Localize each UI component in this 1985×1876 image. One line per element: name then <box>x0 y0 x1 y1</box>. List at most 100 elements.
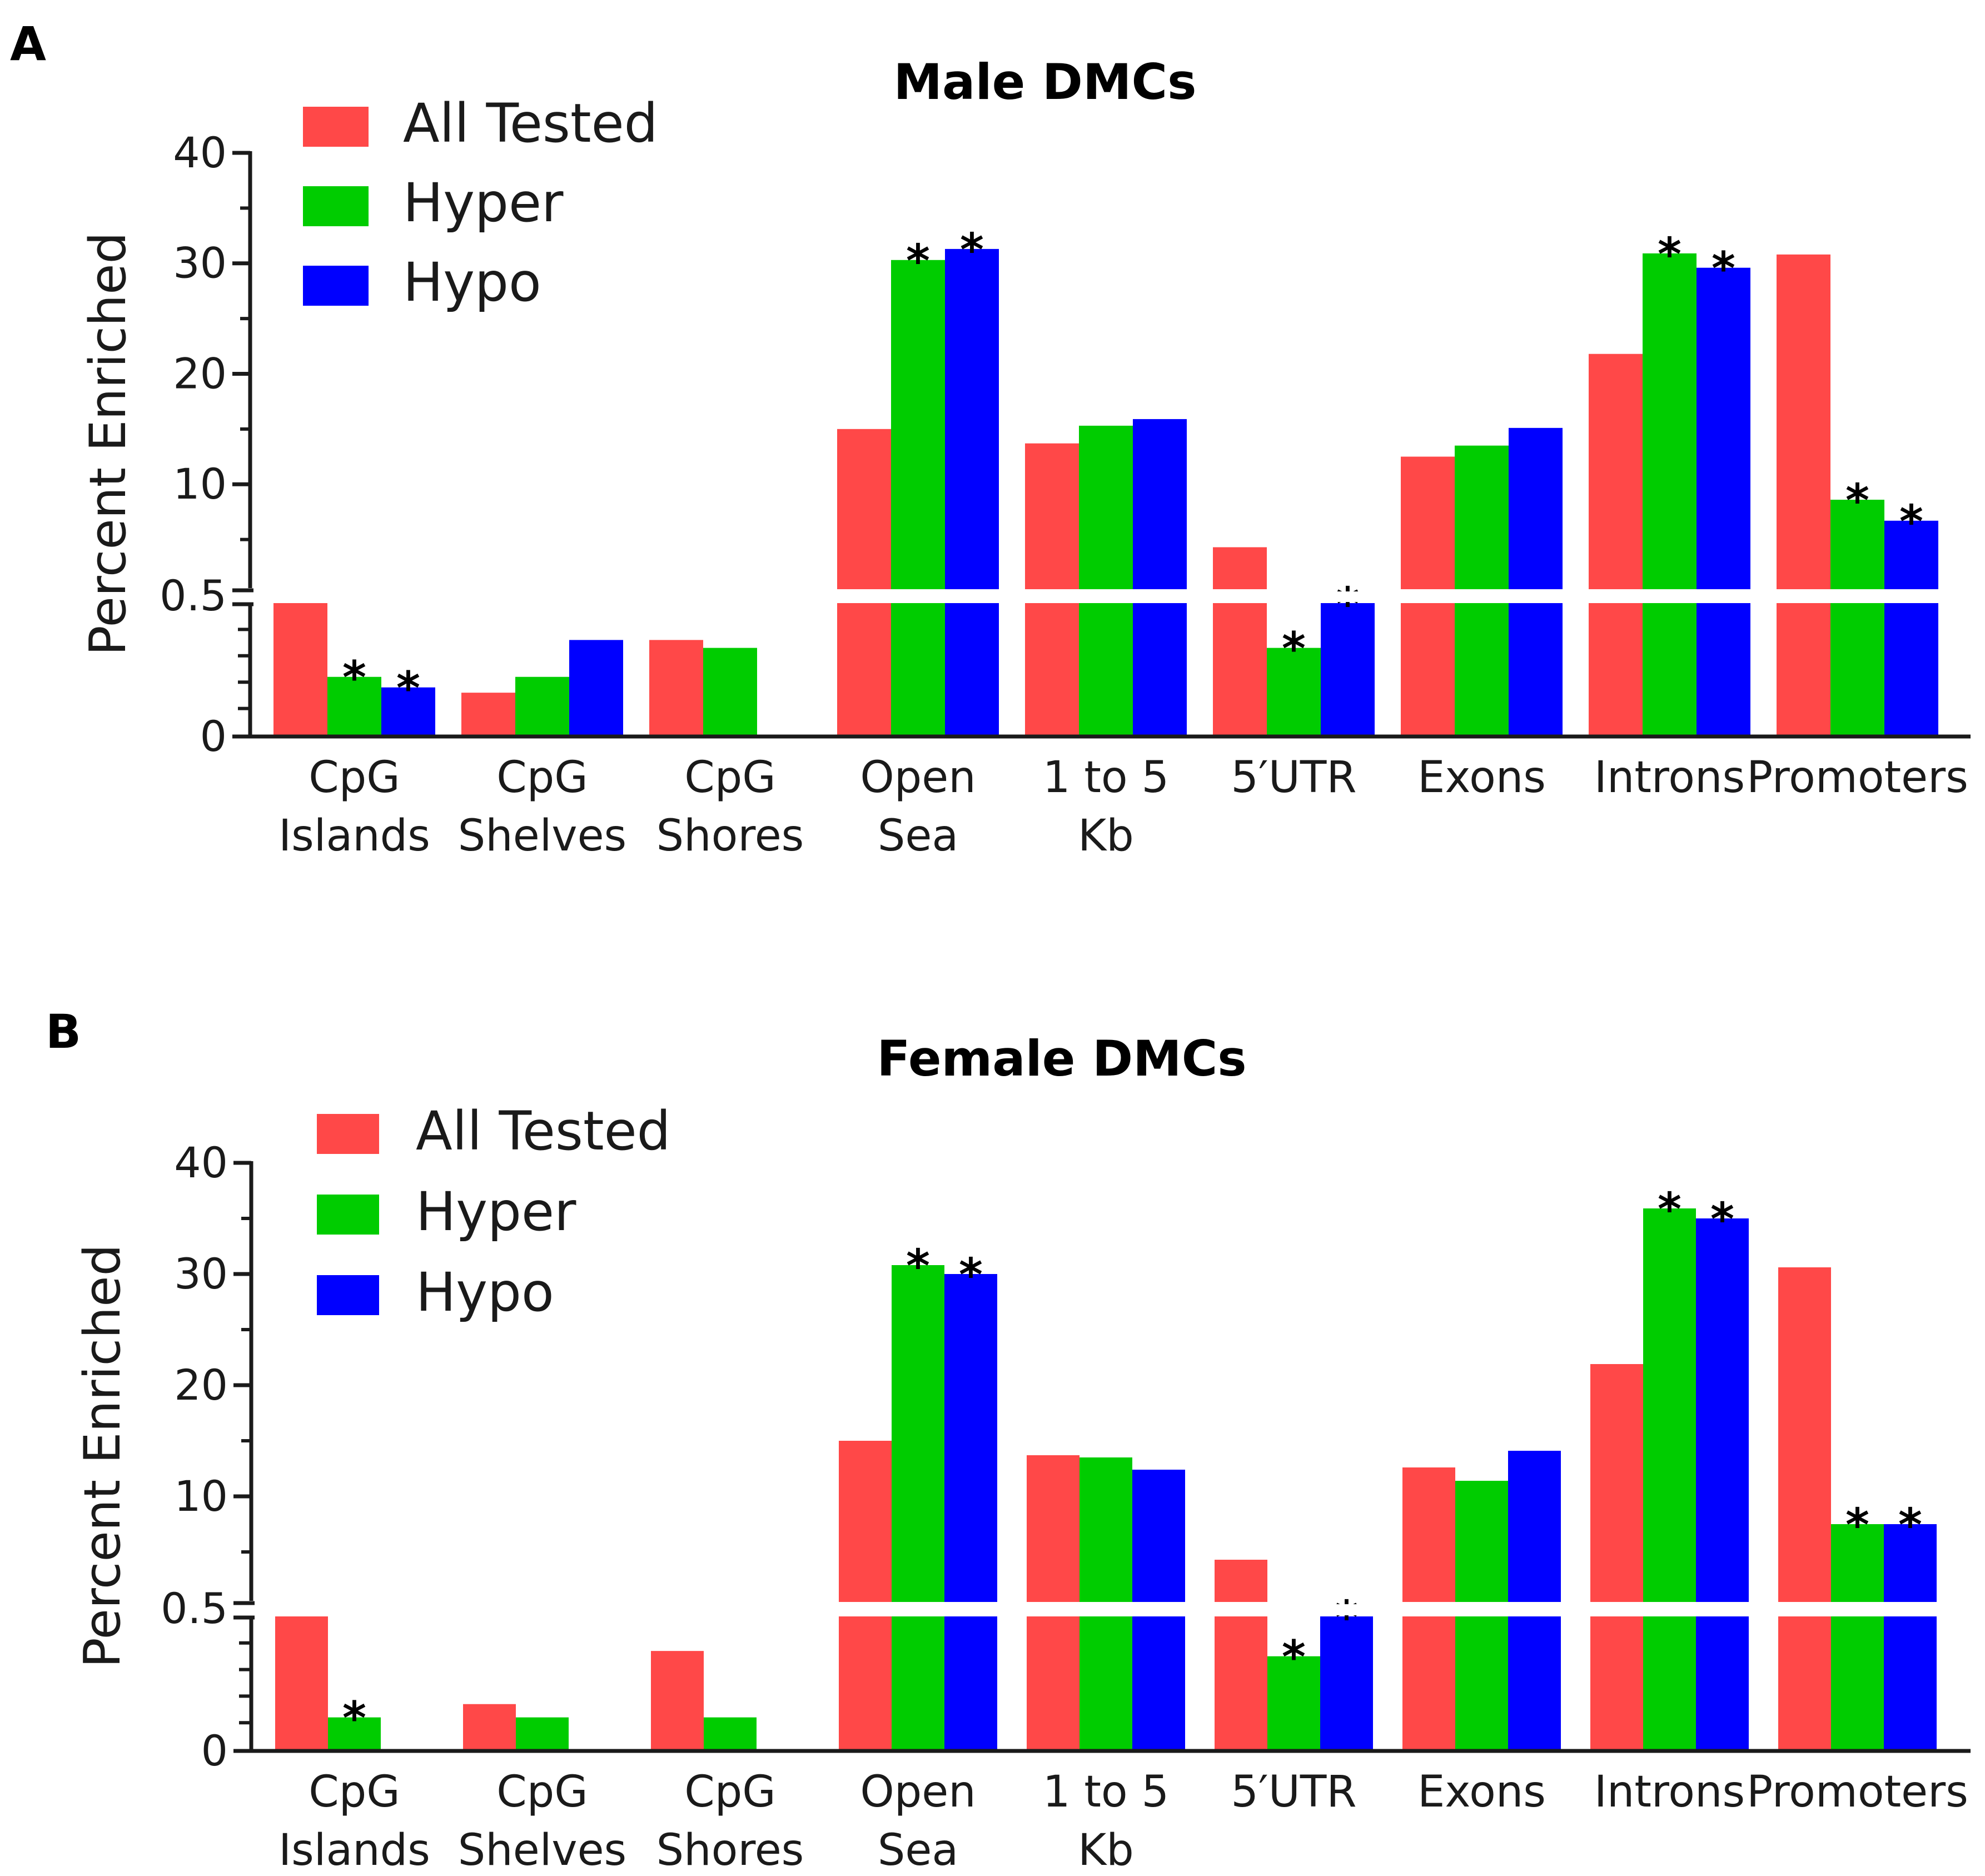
bar-lower-promoters-hypo <box>1884 1616 1937 1749</box>
panel-letter: B <box>46 1004 81 1059</box>
bar-5-utr-all-tested <box>1213 547 1267 589</box>
x-tick-label: Exons <box>1417 1767 1546 1817</box>
x-tick-label: Kb <box>1078 811 1134 861</box>
bar-cpg-shelves-all-tested <box>461 693 515 735</box>
bar-lower-introns-hyper <box>1643 1616 1696 1749</box>
bar-cpg-shelves-all-tested <box>463 1704 516 1749</box>
x-tick-label: Introns <box>1594 753 1745 803</box>
y-tick-label: 30 <box>173 238 227 288</box>
bar-5-utr-hyper <box>1267 648 1321 735</box>
x-tick-label: CpG <box>309 1767 400 1817</box>
bar-open-sea-hypo <box>944 1274 997 1602</box>
x-tick-label: CpG <box>684 1767 775 1817</box>
bar-cpg-islands-all-tested <box>273 603 327 735</box>
x-tick-label: 5′UTR <box>1231 753 1356 803</box>
x-tick-label: Islands <box>278 811 430 861</box>
x-tick-label: Open <box>860 753 976 803</box>
significance-star: * <box>1282 623 1306 676</box>
bar-introns-hypo <box>1696 1218 1749 1602</box>
legend-swatch <box>303 186 369 226</box>
y-tick-label: 20 <box>174 1360 228 1410</box>
significance-star: * <box>1712 243 1735 296</box>
significance-star: * <box>342 1693 366 1745</box>
bar-lower-open-sea-hypo <box>945 603 999 735</box>
bar-open-sea-all-tested <box>839 1441 892 1602</box>
y-tick-label: 0 <box>201 1726 228 1775</box>
bar-cpg-islands-hyper <box>327 676 381 735</box>
bar-promoters-hyper <box>1830 500 1884 589</box>
y-tick-label: 10 <box>173 459 227 509</box>
bar-lower-1-to-5-kb-all-tested <box>1027 1616 1079 1749</box>
significance-star: * <box>906 235 930 288</box>
bar-lower-exons-all-tested <box>1402 1616 1455 1749</box>
x-tick-label: CpG <box>496 753 588 803</box>
significance-star: * <box>1899 496 1923 549</box>
significance-star: * <box>1336 578 1360 631</box>
x-tick-label: Islands <box>278 1825 430 1875</box>
bar-1-to-5-kb-all-tested <box>1025 443 1079 589</box>
x-tick-label: Exons <box>1417 753 1546 803</box>
x-tick-label: 5′UTR <box>1231 1767 1356 1817</box>
bar-lower-open-sea-all-tested <box>839 1616 892 1749</box>
bar-5-utr-hyper <box>1267 1656 1320 1749</box>
legend-label: All Tested <box>403 92 658 155</box>
bar-exons-hyper <box>1455 1481 1508 1602</box>
x-tick-label: Shelves <box>458 1825 626 1875</box>
bar-lower-1-to-5-kb-all-tested <box>1025 603 1079 735</box>
bar-lower-exons-hypo <box>1509 603 1563 735</box>
y-tick-label: 40 <box>174 1138 228 1187</box>
x-tick-label: 1 to 5 <box>1043 1767 1169 1817</box>
bar-introns-all-tested <box>1590 1364 1643 1602</box>
significance-star: * <box>1335 1591 1359 1644</box>
bar-5-utr-all-tested <box>1215 1560 1267 1602</box>
significance-star: * <box>396 663 420 715</box>
x-tick-label: Open <box>860 1767 976 1817</box>
bar-cpg-shores-hyper <box>704 1717 757 1749</box>
chart-title: Female DMCs <box>877 1030 1246 1087</box>
significance-star: * <box>342 652 366 705</box>
significance-star: * <box>1898 1499 1922 1552</box>
bar-lower-open-sea-hyper <box>891 603 945 735</box>
bar-lower-open-sea-hyper <box>892 1616 944 1749</box>
panel-b-female-dmcs: B Female DMCs Percent Enriched * CpG Islands C… <box>46 1004 1974 1875</box>
bar-lower-open-sea-all-tested <box>837 603 891 735</box>
bar-introns-hypo <box>1697 267 1750 589</box>
significance-star: * <box>1710 1193 1734 1246</box>
y-tick-label: 20 <box>173 349 227 398</box>
bar-cpg-shores-all-tested <box>651 1651 704 1749</box>
significance-star: * <box>960 224 984 277</box>
bar-lower-promoters-hyper <box>1831 1616 1884 1749</box>
x-tick-label: Shelves <box>458 811 626 861</box>
y-tick-label: 0 <box>200 711 227 761</box>
panel-letter: A <box>10 17 46 71</box>
significance-star: * <box>906 1240 930 1293</box>
x-tick-label: Promoters <box>1747 753 1968 803</box>
bar-exons-all-tested <box>1401 456 1455 589</box>
x-tick-label: Introns <box>1594 1767 1745 1817</box>
legend-swatch <box>317 1275 379 1315</box>
legend-label: Hypo <box>416 1261 554 1323</box>
significance-star: * <box>1658 1183 1681 1236</box>
bar-lower-promoters-hypo <box>1884 603 1938 735</box>
bar-cpg-islands-hypo <box>381 687 435 735</box>
significance-star: * <box>1658 228 1681 281</box>
bar-5-utr-hypo <box>1321 603 1375 735</box>
bar-open-sea-all-tested <box>837 429 891 589</box>
bar-1-to-5-kb-hyper <box>1079 1457 1132 1602</box>
y-axis-label: Percent Enriched <box>73 1244 132 1668</box>
bar-lower-introns-all-tested <box>1590 1616 1643 1749</box>
bar-lower-exons-all-tested <box>1401 603 1455 735</box>
bar-lower-1-to-5-kb-hyper <box>1079 1616 1132 1749</box>
significance-star: * <box>1282 1631 1306 1684</box>
y-tick-label: 0.5 <box>161 1584 228 1633</box>
y-axis-label: Percent Enriched <box>79 232 137 655</box>
bar-lower-promoters-all-tested <box>1777 603 1830 735</box>
bar-cpg-islands-all-tested <box>275 1616 328 1749</box>
bar-cpg-shelves-hyper <box>516 1717 569 1749</box>
x-tick-label: Sea <box>878 811 958 861</box>
legend-swatch <box>317 1114 379 1154</box>
legend-label: Hyper <box>416 1181 576 1243</box>
bar-lower-exons-hypo <box>1508 1616 1561 1749</box>
legend-swatch <box>303 107 369 147</box>
